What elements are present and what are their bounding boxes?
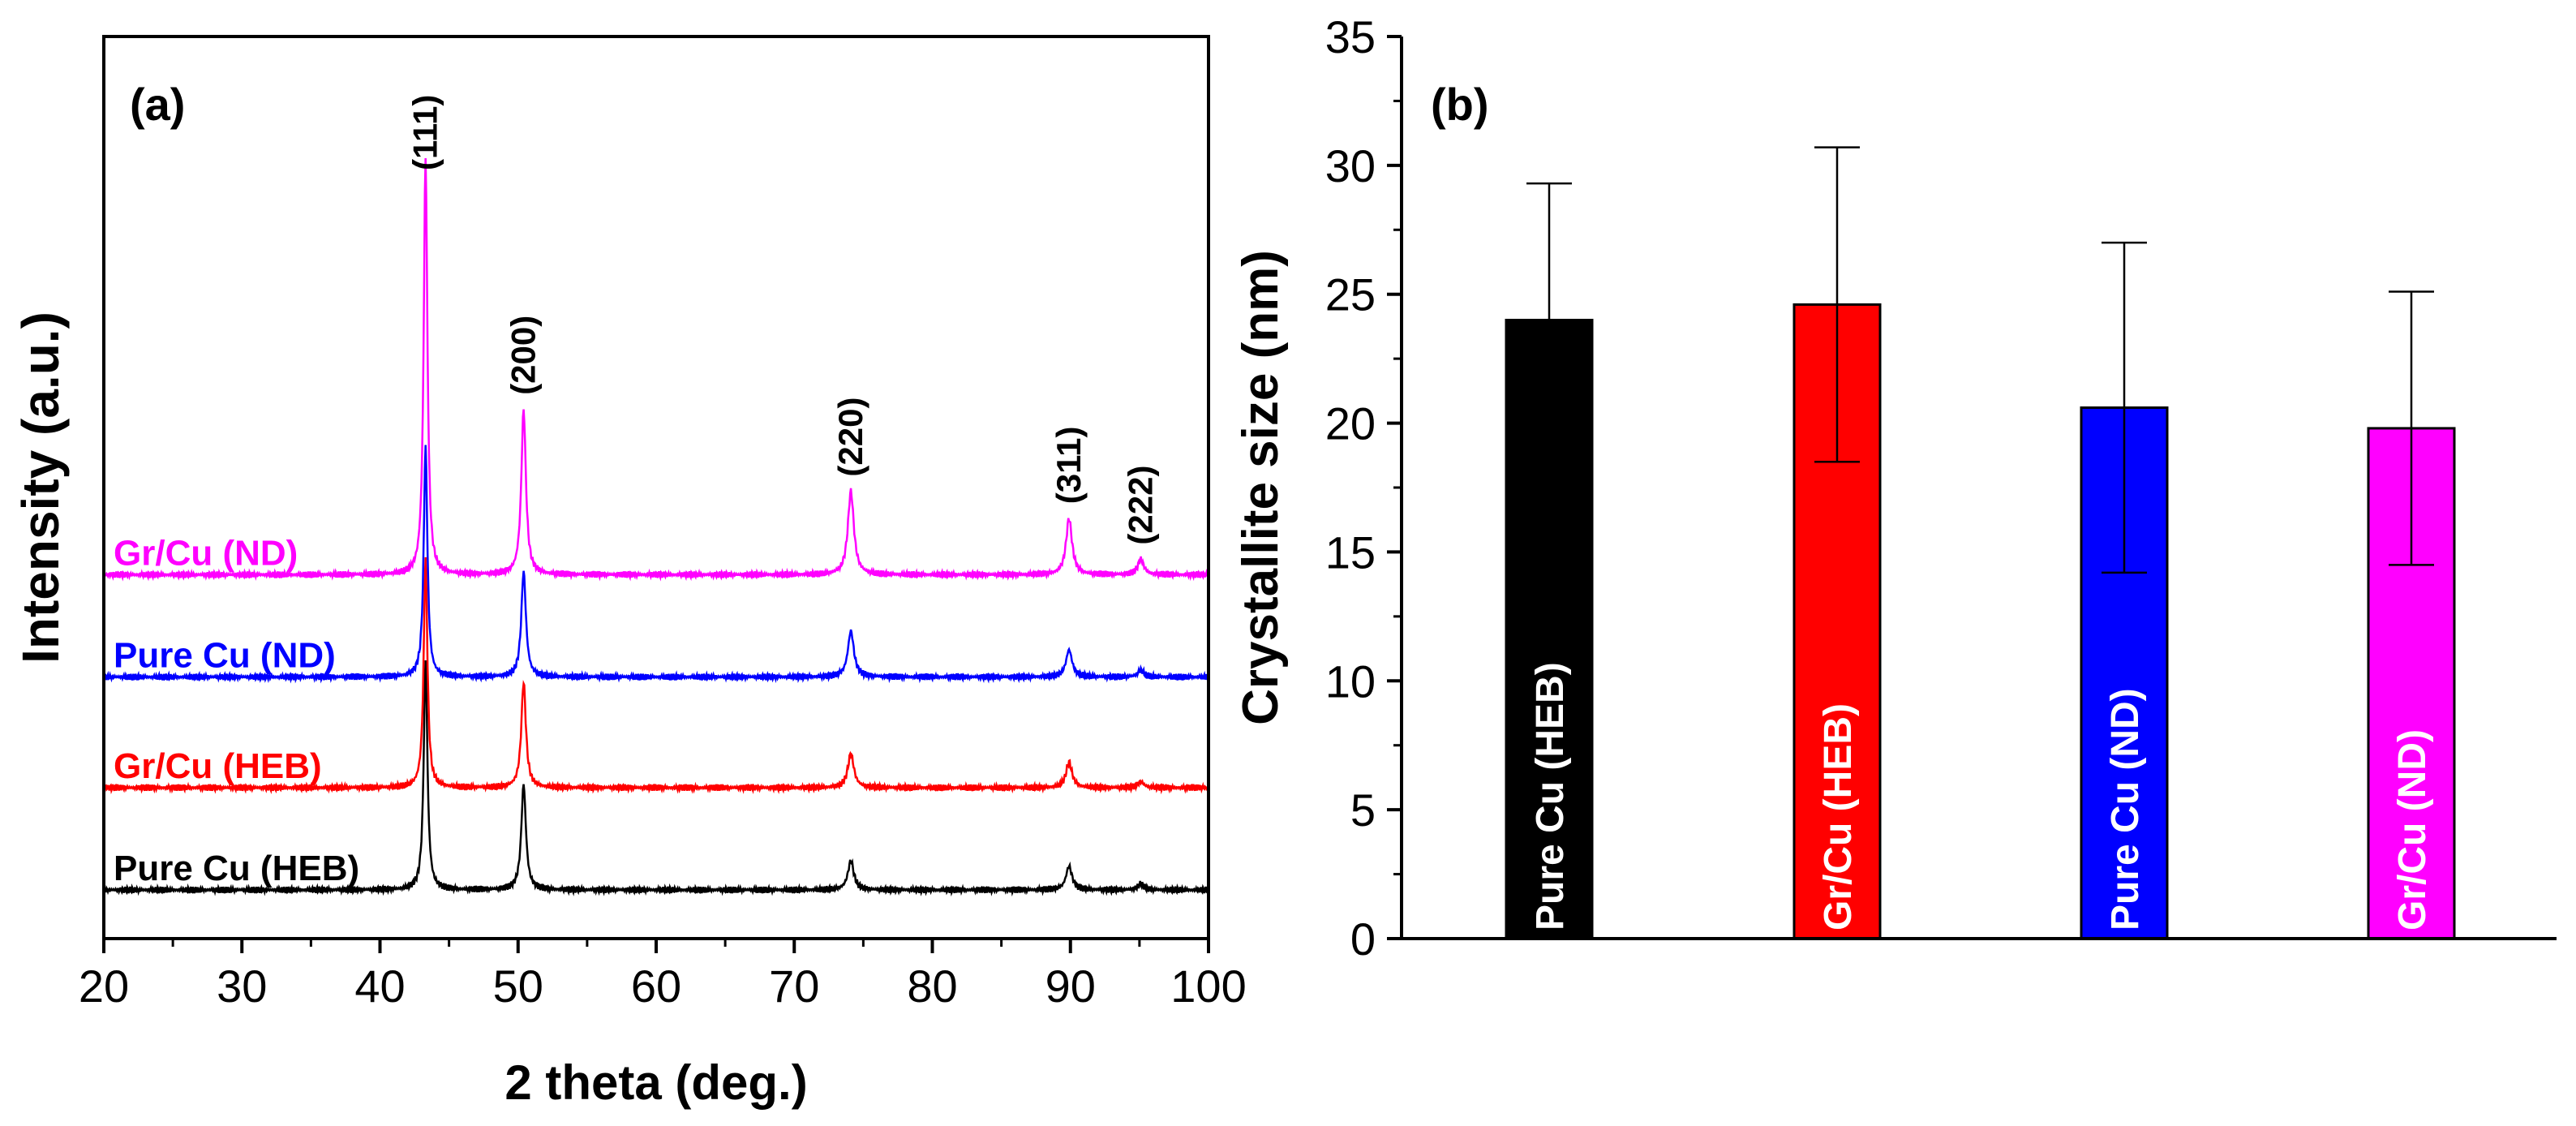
panel-b-bar-chart: Pure Cu (HEB) Gr/Cu (HEB) Pure Cu (ND) Gr/C… bbox=[1233, 11, 2557, 965]
xrd-series-line bbox=[102, 157, 1210, 582]
series-label: Pure Cu (ND) bbox=[114, 636, 336, 676]
x-tick-label: 40 bbox=[354, 961, 405, 1012]
bar bbox=[1505, 318, 1594, 940]
bar-label: Pure Cu (ND) bbox=[2104, 688, 2147, 930]
xrd-curves bbox=[102, 157, 1210, 897]
x-tick-label: 70 bbox=[769, 961, 819, 1012]
peak-label: (222) bbox=[1122, 466, 1160, 545]
xrd-series-labels: Pure Cu (HEB) Gr/Cu (HEB) Pure Cu (ND) Gr/C… bbox=[114, 534, 359, 889]
peak-labels: (111) (200) (220) (311) (222) bbox=[406, 95, 1160, 545]
bar-labels: Pure Cu (HEB) Gr/Cu (HEB) Pure Cu (ND) Gr/C… bbox=[1529, 662, 2434, 930]
peak-label: (111) bbox=[406, 95, 444, 170]
bar-label: Gr/Cu (ND) bbox=[2391, 729, 2434, 930]
series-label: Gr/Cu (ND) bbox=[114, 534, 298, 574]
y-tick-label: 25 bbox=[1325, 269, 1376, 320]
x-tick-label: 30 bbox=[217, 961, 267, 1012]
y-axis-title: Intensity (a.u.) bbox=[11, 312, 70, 664]
x-tick-label: 90 bbox=[1045, 961, 1096, 1012]
y-tick-label: 20 bbox=[1325, 398, 1376, 449]
panel-label-b: (b) bbox=[1431, 79, 1489, 130]
y-tick-label: 5 bbox=[1350, 784, 1376, 836]
y-tick-label: 10 bbox=[1325, 655, 1376, 707]
xrd-series-line bbox=[102, 557, 1210, 795]
y-tick-label: 30 bbox=[1325, 140, 1376, 191]
bar-label: Gr/Cu (HEB) bbox=[1817, 703, 1860, 930]
bar-label: Pure Cu (HEB) bbox=[1529, 662, 1572, 930]
x-axis-title: 2 theta (deg.) bbox=[504, 1055, 807, 1110]
error-bars bbox=[1526, 146, 2434, 574]
y-tick-label: 35 bbox=[1325, 11, 1376, 62]
x-tick-label: 80 bbox=[907, 961, 957, 1012]
x-tick-label: 20 bbox=[79, 961, 129, 1012]
bars bbox=[1505, 303, 2456, 940]
peak-label: (200) bbox=[504, 316, 543, 395]
peak-label: (311) bbox=[1050, 426, 1088, 504]
series-label: Pure Cu (HEB) bbox=[114, 849, 359, 888]
y-tick-label: 15 bbox=[1325, 526, 1376, 578]
x-tick-label: 100 bbox=[1170, 961, 1246, 1012]
x-tick-label: 60 bbox=[631, 961, 681, 1012]
panel-a-xrd-plot: (111) (200) (220) (311) (222) Pure Cu (HEB) G… bbox=[11, 35, 1247, 1110]
x-tick-label: 50 bbox=[493, 961, 543, 1012]
plot-frame-a bbox=[102, 35, 1210, 940]
y-axis-title-b: Crystallite size (nm) bbox=[1233, 250, 1289, 725]
y-tick-label: 0 bbox=[1350, 913, 1376, 965]
x-axis-ticks: 20 30 40 50 60 70 80 90 100 bbox=[79, 939, 1247, 1012]
xrd-series-line bbox=[103, 445, 1210, 684]
peak-label: (220) bbox=[831, 398, 869, 477]
y-axis-ticks: 0 5 10 15 20 25 30 35 bbox=[1325, 11, 1402, 965]
panel-label-a: (a) bbox=[130, 79, 185, 130]
xrd-series-line bbox=[102, 660, 1210, 897]
series-label: Gr/Cu (HEB) bbox=[114, 746, 322, 786]
